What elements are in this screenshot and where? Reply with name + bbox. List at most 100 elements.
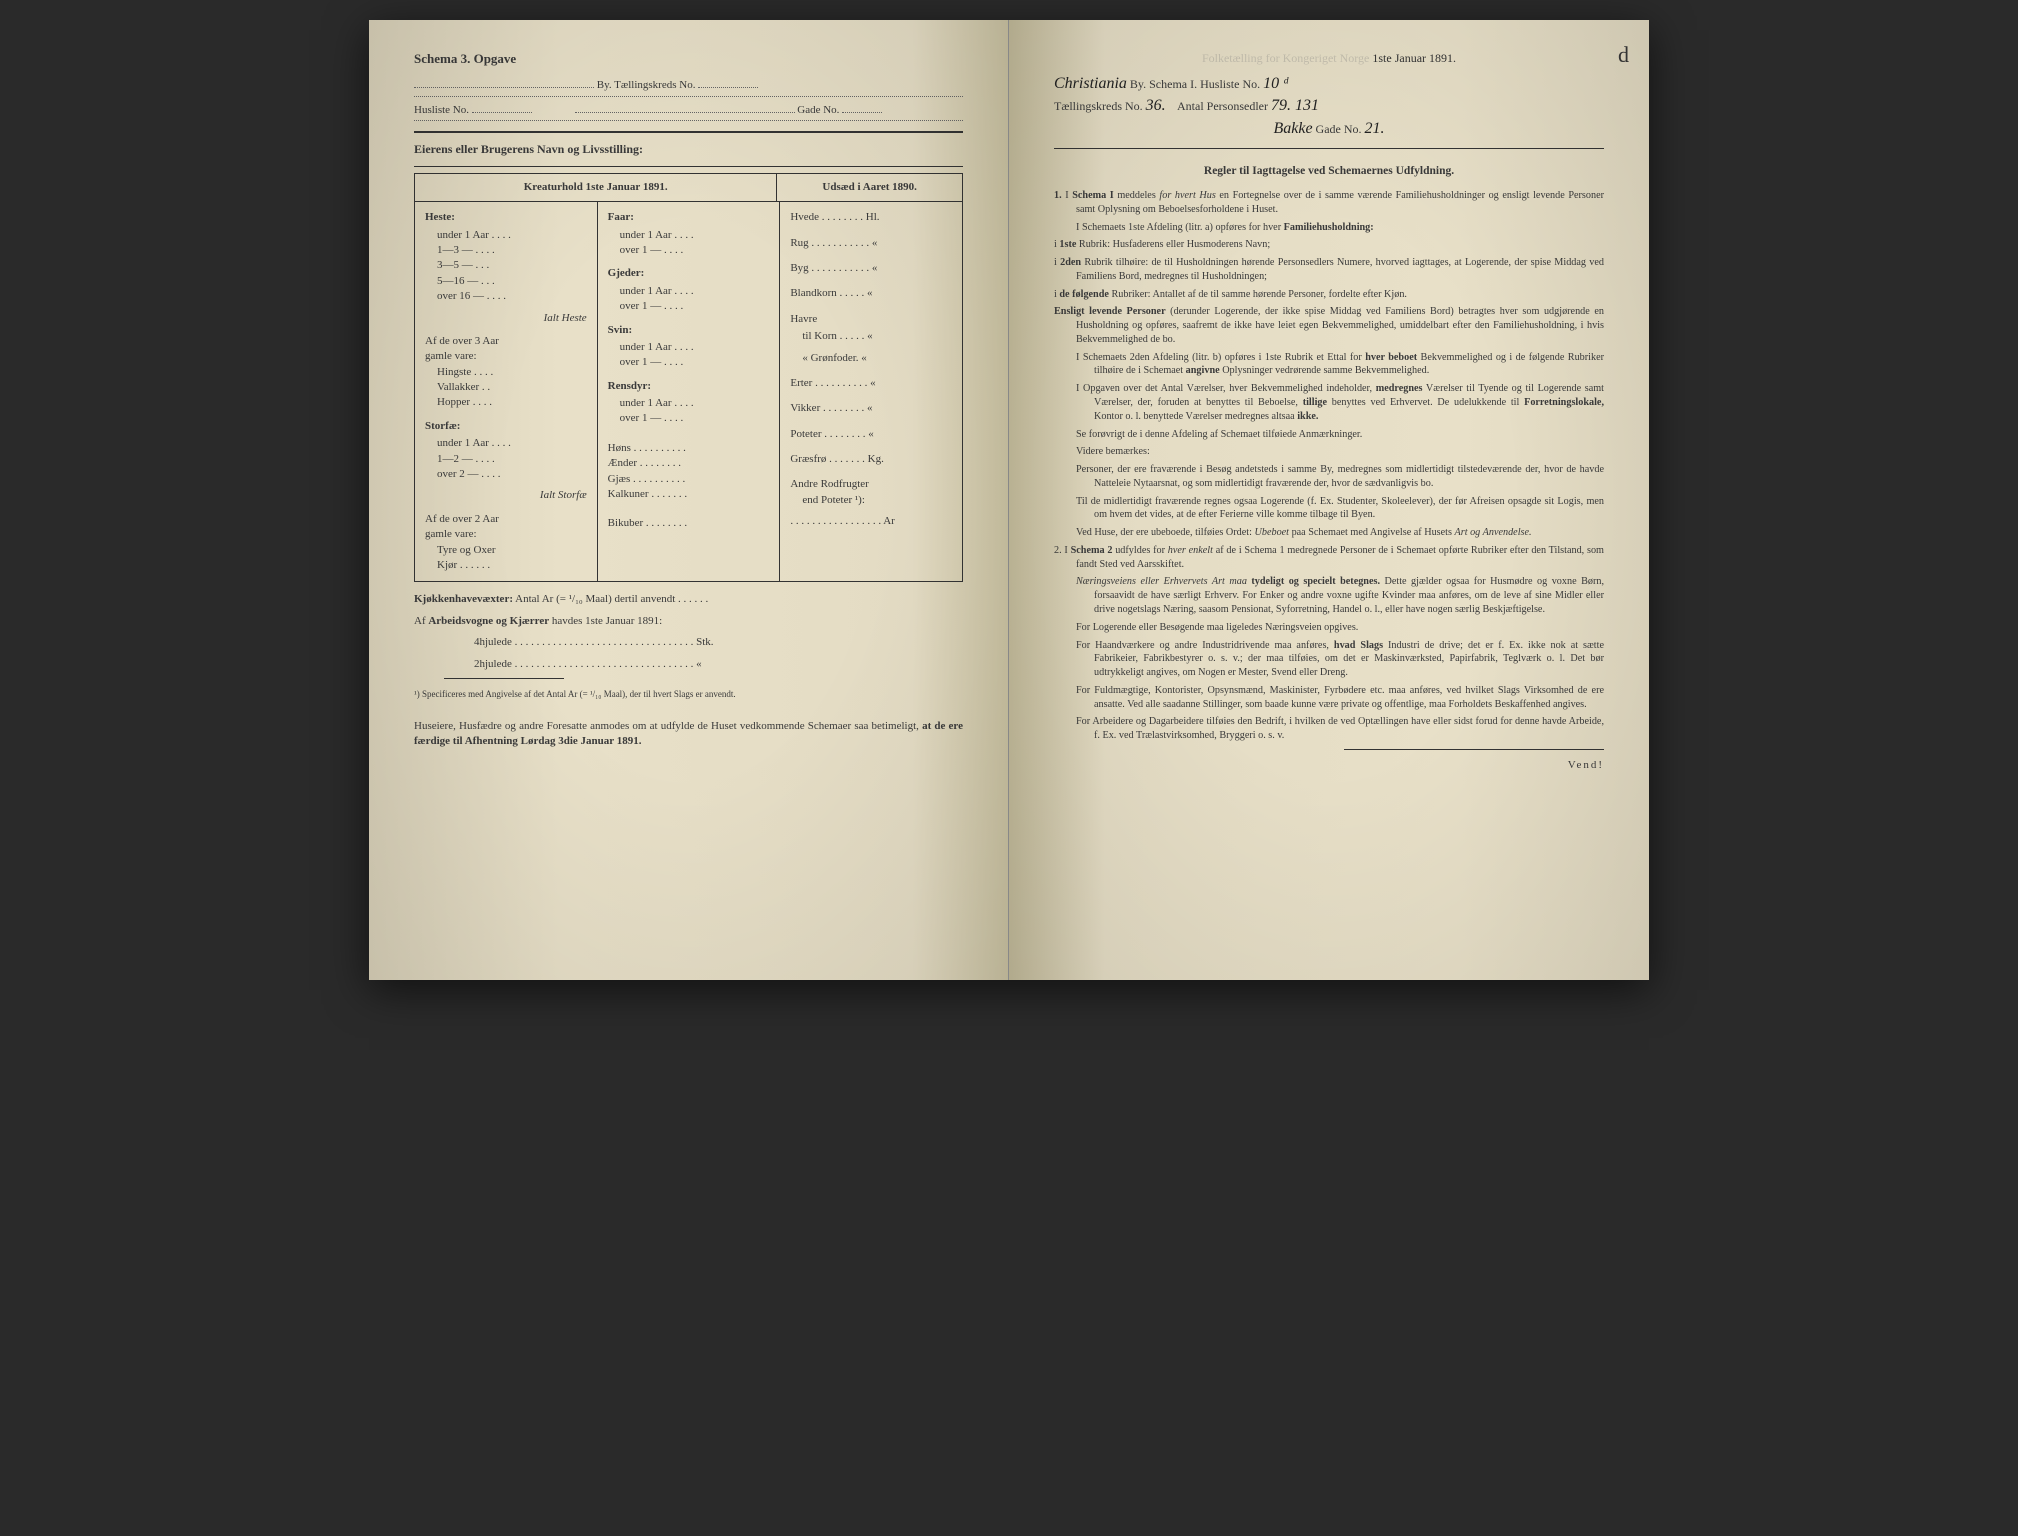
by-line: By. Tællingskreds No. xyxy=(414,78,963,96)
right-page: d Folketælling for Kongeriget Norge 1ste… xyxy=(1009,20,1649,980)
bikuber: Bikuber . . . . . . . . xyxy=(608,516,770,531)
rule-para: I Schemaets 2den Afdeling (litr. b) opfø… xyxy=(1054,351,1604,379)
rug: Rug . . . . . . . . . . . « xyxy=(790,236,952,251)
tyre: Tyre og Oxer xyxy=(425,543,587,558)
rule-para: Ensligt levende Personer (derunder Loger… xyxy=(1054,305,1604,346)
havre: Havre xyxy=(790,312,952,327)
rule-para: i 2den Rubrik tilhøire: de til Husholdni… xyxy=(1054,256,1604,284)
by-label: By. Tællingskreds No. xyxy=(597,79,696,91)
ialt-heste: Ialt Heste xyxy=(425,311,587,326)
rule-para: For Logerende eller Besøgende maa ligele… xyxy=(1054,621,1604,635)
svin-row: over 1 — . . . . xyxy=(608,355,770,370)
kjokken-label: Kjøkkenhavevæxter: xyxy=(414,593,513,605)
book-spread: Schema 3. Opgave By. Tællingskreds No. H… xyxy=(369,20,1649,980)
col-faar-etc: Faar: under 1 Aar . . . . over 1 — . . .… xyxy=(598,202,781,581)
by-handwritten: Christiania xyxy=(1054,75,1127,92)
gronfoder: « Grønfoder. « xyxy=(790,351,952,366)
vend: Vend! xyxy=(1054,758,1604,773)
cat-faar: Faar: xyxy=(608,210,770,225)
hons: Høns . . . . . . . . . . xyxy=(608,441,770,456)
cat-rensdyr: Rensdyr: xyxy=(608,379,770,394)
til-korn: til Korn . . . . . « xyxy=(790,329,952,344)
rule-para: Ved Huse, der ere ubeboede, tilføies Ord… xyxy=(1054,526,1604,540)
gjeder-row: over 1 — . . . . xyxy=(608,299,770,314)
storfae-row: under 1 Aar . . . . xyxy=(425,436,587,451)
udsaed-header: Udsæd i Aaret 1890. xyxy=(777,174,962,201)
end-poteter: end Poteter ¹): xyxy=(790,493,952,508)
antal-handwritten: 79. 131 xyxy=(1271,97,1319,114)
heste-row: over 16 — . . . . xyxy=(425,289,587,304)
rule-para: For Arbeidere og Dagarbeidere tilføies d… xyxy=(1054,715,1604,743)
by-schema-label: By. Schema I. Husliste No. xyxy=(1130,77,1260,91)
schema-title: Schema 3. Opgave xyxy=(414,50,963,68)
faar-row: over 1 — . . . . xyxy=(608,243,770,258)
rule-para: I Schemaets 1ste Afdeling (litr. a) opfø… xyxy=(1054,221,1604,235)
gjeder-row: under 1 Aar . . . . xyxy=(608,284,770,299)
rensdyr-row: over 1 — . . . . xyxy=(608,411,770,426)
ialt-storfae: Ialt Storfæ xyxy=(425,488,587,503)
vikker: Vikker . . . . . . . . « xyxy=(790,401,952,416)
arbeidsvogne-label: Af Arbeidsvogne og Kjærrer havdes 1ste J… xyxy=(414,615,662,627)
af-over3: Af de over 3 Aar xyxy=(425,334,587,349)
cat-heste: Heste: xyxy=(425,210,587,225)
below-table: Kjøkkenhavevæxter: Antal Ar (= ¹/₁₀ Maal… xyxy=(414,592,963,672)
notice: Huseiere, Husfædre og andre Foresatte an… xyxy=(414,719,963,750)
gade-label-r: Gade No. xyxy=(1316,122,1362,136)
rule-para: I Opgaven over det Antal Værelser, hver … xyxy=(1054,382,1604,423)
gade-handwritten: Bakke xyxy=(1273,120,1312,137)
rensdyr-row: under 1 Aar . . . . xyxy=(608,396,770,411)
hopper: Hopper . . . . xyxy=(425,395,587,410)
rule-para: Videre bemærkes: xyxy=(1054,445,1604,459)
col-heste-storfae: Heste: under 1 Aar . . . . 1—3 — . . . .… xyxy=(415,202,598,581)
aender: Ænder . . . . . . . . xyxy=(608,456,770,471)
graesfro: Græsfrø . . . . . . . Kg. xyxy=(790,452,952,467)
heste-row: 3—5 — . . . xyxy=(425,258,587,273)
twowheel: 2hjulede . . . . . . . . . . . . . . . .… xyxy=(414,657,963,672)
col-udsaed: Hvede . . . . . . . . Hl. Rug . . . . . … xyxy=(780,202,962,581)
rule-para: Personer, der ere fraværende i Besøg and… xyxy=(1054,463,1604,491)
rule-para: i de følgende Rubriker: Antallet af de t… xyxy=(1054,288,1604,302)
gade-label: Gade No. xyxy=(797,104,839,116)
faar-row: under 1 Aar . . . . xyxy=(608,228,770,243)
cat-gjeder: Gjeder: xyxy=(608,266,770,281)
rules-body: 1. I Schema I meddeles for hvert Hus en … xyxy=(1054,189,1604,743)
hvede: Hvede . . . . . . . . Hl. xyxy=(790,210,952,225)
rule-para: Se forøvrigt de i denne Afdeling af Sche… xyxy=(1054,428,1604,442)
rule-para: 2. I Schema 2 udfyldes for hver enkelt a… xyxy=(1054,544,1604,572)
hingste: Hingste . . . . xyxy=(425,365,587,380)
erter: Erter . . . . . . . . . . « xyxy=(790,376,952,391)
ar-line: . . . . . . . . . . . . . . . . . Ar xyxy=(790,514,952,529)
rule-para: 1. I Schema I meddeles for hvert Hus en … xyxy=(1054,189,1604,217)
cat-svin: Svin: xyxy=(608,323,770,338)
notice-bold: at de ere færdige til Afhentning Lørdag … xyxy=(414,720,963,747)
gamle-vare2: gamle vare: xyxy=(425,527,587,542)
rule-para: Til de midlertidigt fraværende regnes og… xyxy=(1054,495,1604,523)
gamle-vare: gamle vare: xyxy=(425,349,587,364)
right-header: Folketælling for Kongeriget Norge 1ste J… xyxy=(1054,50,1604,140)
kreatur-table: Kreaturhold 1ste Januar 1891. Udsæd i Aa… xyxy=(414,173,963,583)
storfae-row: 1—2 — . . . . xyxy=(425,452,587,467)
kjor: Kjør . . . . . . xyxy=(425,558,587,573)
kreds-label: Tællingskreds No. xyxy=(1054,99,1143,113)
rule-para: For Haandværkere og andre Industridriven… xyxy=(1054,639,1604,680)
gadeno-handwritten: 21. xyxy=(1365,120,1385,137)
storfae-row: over 2 — . . . . xyxy=(425,467,587,482)
husliste-handwritten: 10 ᵈ xyxy=(1263,75,1288,92)
kjokken-text: Antal Ar (= ¹/₁₀ Maal) dertil anvendt . … xyxy=(515,593,708,605)
fourwheel: 4hjulede . . . . . . . . . . . . . . . .… xyxy=(414,635,963,650)
heste-row: under 1 Aar . . . . xyxy=(425,228,587,243)
rules-title: Regler til Iagttagelse ved Schemaernes U… xyxy=(1054,163,1604,179)
rule-para: For Fuldmægtige, Kontorister, Opsynsmænd… xyxy=(1054,684,1604,712)
heste-row: 1—3 — . . . . xyxy=(425,243,587,258)
kreds-handwritten: 36. xyxy=(1146,97,1166,114)
af-over2: Af de over 2 Aar xyxy=(425,512,587,527)
faded-title: Folketælling for Kongeriget Norge 1ste J… xyxy=(1054,50,1604,67)
kalkuner: Kalkuner . . . . . . . xyxy=(608,487,770,502)
cat-storfae: Storfæ: xyxy=(425,419,587,434)
svin-row: under 1 Aar . . . . xyxy=(608,340,770,355)
footnote: ¹) Specificeres med Angivelse af det Ant… xyxy=(414,689,963,701)
heste-row: 5—16 — . . . xyxy=(425,274,587,289)
owner-line: Eierens eller Brugerens Navn og Livsstil… xyxy=(414,141,963,158)
husliste-label: Husliste No. xyxy=(414,104,469,116)
rule-para: Næringsveiens eller Erhvervets Art maa t… xyxy=(1054,575,1604,616)
